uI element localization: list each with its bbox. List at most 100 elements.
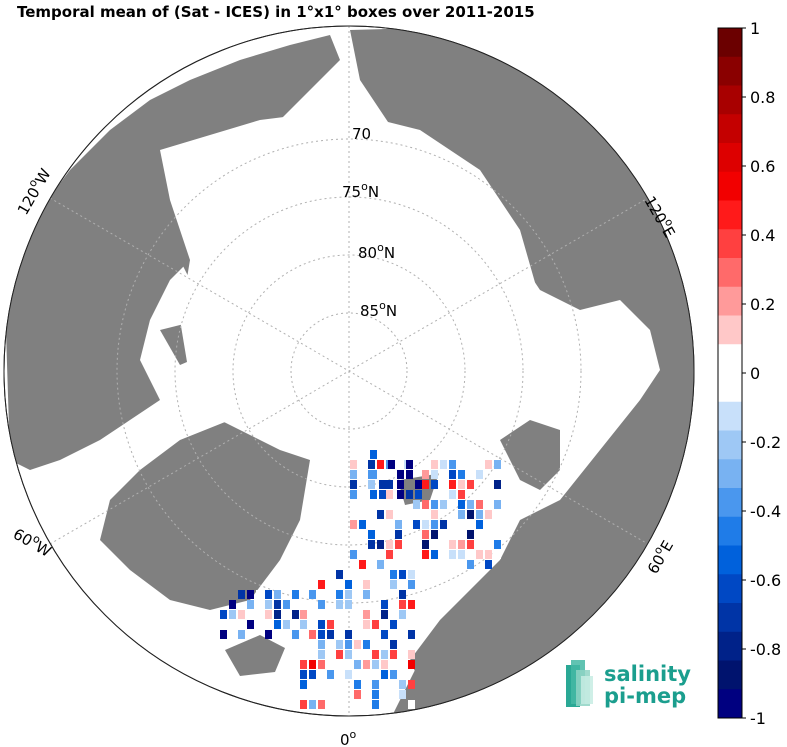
data-cell xyxy=(327,630,334,639)
data-cell xyxy=(494,550,501,559)
data-cell xyxy=(309,600,316,609)
data-cell xyxy=(318,700,325,709)
colorbar-tick-label: -0.4 xyxy=(750,502,781,521)
data-cell xyxy=(395,520,402,529)
data-cell xyxy=(485,510,492,519)
data-cell xyxy=(431,550,438,559)
data-cell xyxy=(399,690,406,699)
data-cell xyxy=(265,600,272,609)
data-cell xyxy=(388,460,395,469)
data-cell xyxy=(345,570,352,579)
data-cell xyxy=(397,470,404,479)
data-cell xyxy=(318,630,325,639)
data-cell xyxy=(318,650,325,659)
data-cell xyxy=(370,490,377,499)
data-cell xyxy=(300,700,307,709)
data-cell xyxy=(350,550,357,559)
data-cell xyxy=(300,680,307,689)
data-cell xyxy=(345,640,352,649)
data-cell xyxy=(476,470,483,479)
data-cell xyxy=(399,570,406,579)
data-cell xyxy=(345,670,352,679)
data-cell xyxy=(283,600,290,609)
colorbar-tick-label: 0 xyxy=(750,364,760,383)
data-cell xyxy=(359,510,366,519)
data-cell xyxy=(368,460,375,469)
data-cell xyxy=(431,470,438,479)
data-cell xyxy=(467,480,474,489)
colorbar-cell xyxy=(718,631,742,661)
data-cell xyxy=(390,580,397,589)
data-cell xyxy=(300,660,307,669)
data-cell xyxy=(318,600,325,609)
data-cell xyxy=(494,500,501,509)
data-cell xyxy=(368,530,375,539)
data-cell xyxy=(274,590,281,599)
data-cell xyxy=(377,560,384,569)
data-cell xyxy=(350,480,357,489)
data-cell xyxy=(309,610,316,619)
data-cell xyxy=(458,500,465,509)
data-cell xyxy=(458,550,465,559)
data-cell xyxy=(372,660,379,669)
data-cell xyxy=(354,640,361,649)
data-cell xyxy=(345,590,352,599)
data-cell xyxy=(413,540,420,549)
data-cell xyxy=(345,630,352,639)
data-cell xyxy=(381,630,388,639)
data-cell xyxy=(247,590,254,599)
colorbar-cell xyxy=(718,171,742,201)
data-cell xyxy=(309,670,316,679)
data-cell xyxy=(327,620,334,629)
data-cell xyxy=(431,520,438,529)
colorbar-cell xyxy=(718,344,742,374)
data-cell xyxy=(363,620,370,629)
data-cell xyxy=(386,490,393,499)
data-cell xyxy=(422,550,429,559)
lat-label-80: 80oN xyxy=(358,241,395,262)
colorbar-tick-label: -0.2 xyxy=(750,433,781,452)
data-cell xyxy=(413,520,420,529)
data-cell xyxy=(345,650,352,659)
data-cell xyxy=(431,510,438,519)
data-cell xyxy=(318,640,325,649)
data-cell xyxy=(300,620,307,629)
data-cell xyxy=(372,590,379,599)
data-cell xyxy=(370,470,377,479)
data-cell xyxy=(354,680,361,689)
colorbar-cell xyxy=(718,229,742,259)
data-cell xyxy=(397,490,404,499)
logo-line-1: salinity xyxy=(604,662,691,686)
data-cell xyxy=(476,520,483,529)
data-cell xyxy=(318,620,325,629)
data-cells xyxy=(220,450,501,709)
data-cell xyxy=(381,650,388,659)
data-cell xyxy=(458,540,465,549)
data-cell xyxy=(372,700,379,709)
data-cell xyxy=(408,660,415,669)
data-cell xyxy=(397,480,404,489)
data-cell xyxy=(256,590,263,599)
data-cell xyxy=(372,620,379,629)
data-cell xyxy=(372,680,379,689)
data-cell xyxy=(408,580,415,589)
colorbar-cell xyxy=(718,114,742,144)
data-cell xyxy=(415,480,422,489)
data-cell xyxy=(309,700,316,709)
data-cell xyxy=(408,630,415,639)
data-cell xyxy=(386,510,393,519)
data-cell xyxy=(309,660,316,669)
colorbar-cell xyxy=(718,286,742,316)
data-cell xyxy=(476,510,483,519)
data-cell xyxy=(292,630,299,639)
data-cell xyxy=(390,570,397,579)
data-cell xyxy=(449,470,456,479)
colorbar-tick-label: 0.2 xyxy=(750,295,775,314)
data-cell xyxy=(408,700,415,709)
data-cell xyxy=(399,610,406,619)
lat-label-75: 75oN xyxy=(342,180,379,201)
land-iceland xyxy=(225,635,285,676)
data-cell xyxy=(399,590,406,599)
colorbar: 1 0.8 0.6 0.4 0.2 0 -0.2 -0.4 -0.6 -0.8 -1 xyxy=(717,19,781,728)
colorbar-cell xyxy=(718,143,742,173)
